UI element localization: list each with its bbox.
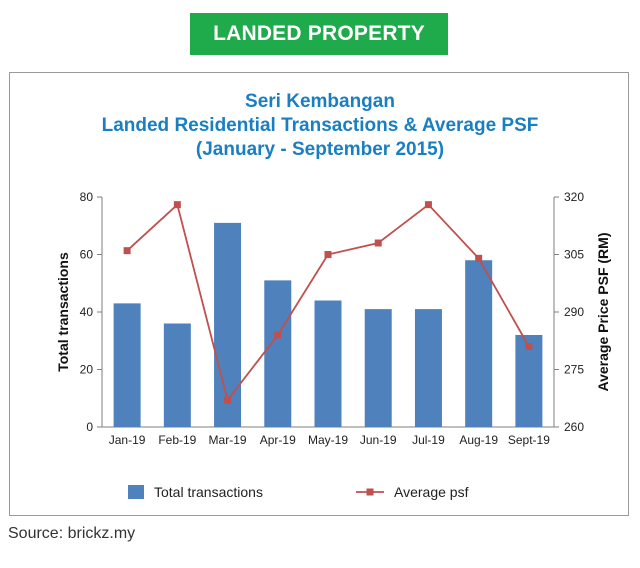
chart-title-line-3: (January - September 2015) [196,139,444,160]
legend-bar-label: Total transactions [154,484,263,500]
bar-aug-19 [465,260,493,427]
x-tick-label: Sept-19 [508,433,550,447]
x-tick-label: Aug-19 [459,433,498,447]
chart-title-line-1: Seri Kembangan [245,91,395,112]
right-tick-label: 320 [564,190,584,204]
bar-jun-19 [364,309,392,427]
chart-title-line-2: Landed Residential Transactions & Averag… [102,115,539,136]
left-tick-label: 40 [80,305,94,319]
psf-point-may-19 [324,251,332,258]
x-tick-label: Jun-19 [360,433,397,447]
source-caption: Source: brickz.my [8,525,136,542]
y2-axis-title: Average Price PSF (RM) [595,233,611,392]
left-tick-label: 80 [80,190,94,204]
psf-point-jul-19 [424,201,432,209]
psf-point-feb-19 [173,201,181,209]
legend-line-label: Average psf [394,484,469,500]
psf-point-jan-19 [123,247,131,255]
x-tick-label: Jan-19 [109,433,146,447]
combo-chart: Seri Kembangan Landed Residential Transac… [55,91,611,500]
bar-may-19 [314,300,342,427]
right-tick-label: 290 [564,305,584,319]
bar-sept-19 [515,335,543,427]
psf-point-sept-19 [525,343,533,350]
right-tick-label: 275 [564,363,584,377]
bar-apr-19 [264,280,292,427]
banner-landed-property: LANDED PROPERTY [190,13,448,55]
legend-bar-swatch [128,485,144,499]
psf-point-jun-19 [374,239,382,247]
left-tick-label: 20 [80,363,94,377]
psf-point-mar-19 [224,396,232,404]
y-axis-title: Total transactions [55,252,71,372]
right-tick-label: 260 [564,420,584,434]
chart-frame: Seri Kembangan Landed Residential Transac… [9,72,629,516]
x-tick-label: Mar-19 [209,433,247,447]
x-tick-label: Jul-19 [412,433,445,447]
banner-label: LANDED PROPERTY [213,22,425,45]
x-tick-label: May-19 [308,433,348,447]
right-tick-label: 305 [564,248,584,262]
bar-mar-19 [214,222,242,427]
bar-jan-19 [113,303,141,427]
left-tick-label: 0 [86,420,93,434]
legend-line-marker [366,488,374,496]
left-tick-label: 60 [80,248,94,262]
psf-point-aug-19 [475,254,483,262]
bar-feb-19 [163,323,191,427]
bar-jul-19 [414,309,442,427]
psf-point-apr-19 [274,331,282,339]
x-tick-label: Feb-19 [158,433,196,447]
x-tick-label: Apr-19 [260,433,296,447]
